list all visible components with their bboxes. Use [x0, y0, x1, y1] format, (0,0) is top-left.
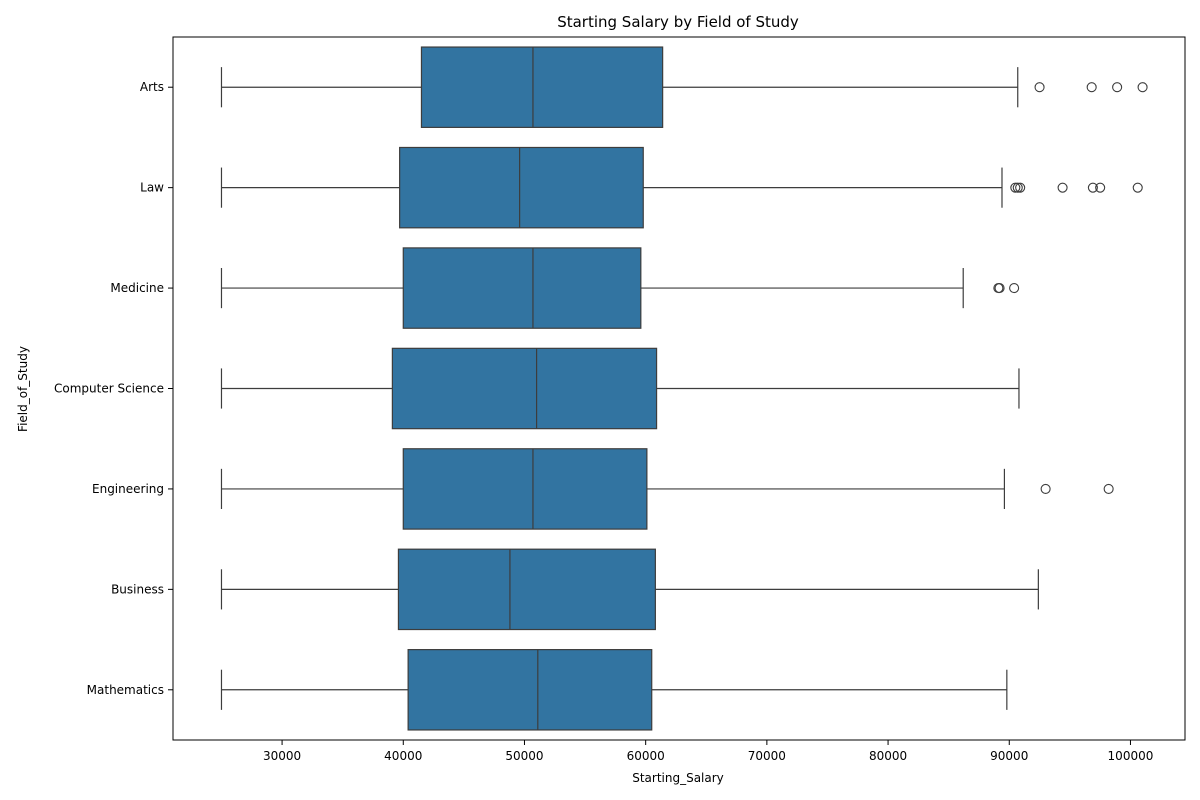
y-tick-label: Mathematics: [87, 683, 164, 697]
outlier-point: [994, 283, 1005, 294]
iqr-box: [407, 649, 653, 731]
y-tick-label: Engineering: [92, 482, 164, 496]
iqr-box: [402, 247, 642, 329]
x-tick-label: 90000: [990, 749, 1028, 763]
iqr-box: [399, 146, 644, 229]
box-group: [220, 347, 1020, 430]
x-tick-label: 70000: [748, 749, 786, 763]
outlier-point: [1012, 182, 1023, 193]
outlier-point: [1034, 82, 1045, 93]
y-tick-label: Business: [111, 582, 164, 596]
box-group: [220, 146, 1143, 229]
outlier-point: [1040, 483, 1051, 494]
iqr-box: [420, 46, 664, 128]
box-group: [220, 548, 1039, 631]
box-group: [220, 448, 1114, 530]
x-tick-label: 100000: [1108, 749, 1154, 763]
y-tick-label: Computer Science: [54, 382, 164, 396]
outlier-point: [1132, 182, 1143, 193]
outlier-point: [1057, 182, 1068, 193]
y-tick-label: Law: [140, 181, 164, 195]
x-tick-label: 40000: [384, 749, 422, 763]
y-axis-ticks: Arts Law Medicine Computer Science Engineeri…: [54, 80, 173, 697]
outlier-point: [1086, 82, 1097, 93]
iqr-box: [402, 448, 648, 530]
box-group: [220, 46, 1148, 128]
outlier-point: [1087, 182, 1098, 193]
y-tick-label: Medicine: [110, 281, 164, 295]
outlier-point: [1010, 182, 1021, 193]
x-axis-label: Starting_Salary: [632, 771, 724, 785]
y-axis-label: Field_of_Study: [16, 346, 30, 432]
x-tick-label: 30000: [263, 749, 301, 763]
x-tick-label: 60000: [627, 749, 665, 763]
outlier-point: [1112, 82, 1123, 93]
iqr-box: [397, 548, 656, 631]
iqr-box: [391, 347, 658, 430]
outlier-point: [1103, 483, 1114, 494]
x-tick-label: 80000: [869, 749, 907, 763]
x-axis-ticks: 30000 40000 50000 60000 70000 80000 90000 10000…: [263, 740, 1153, 763]
outlier-point: [1137, 82, 1148, 93]
outlier-point: [1095, 182, 1106, 193]
outlier-point: [1009, 283, 1020, 294]
x-tick-label: 50000: [505, 749, 543, 763]
plot-area: [220, 46, 1148, 731]
outlier-point: [1015, 182, 1026, 193]
box-group: [220, 247, 1020, 329]
y-tick-label: Arts: [140, 80, 164, 94]
box-group: [220, 649, 1008, 731]
chart-title: Starting Salary by Field of Study: [557, 13, 799, 31]
